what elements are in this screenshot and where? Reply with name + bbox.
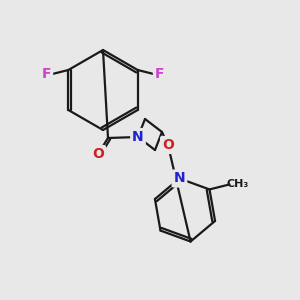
Text: CH₃: CH₃: [226, 179, 249, 189]
Text: F: F: [155, 67, 164, 81]
Text: O: O: [92, 147, 104, 161]
Text: F: F: [42, 67, 51, 81]
Text: O: O: [162, 138, 174, 152]
Text: N: N: [132, 130, 144, 144]
Text: N: N: [174, 172, 185, 185]
